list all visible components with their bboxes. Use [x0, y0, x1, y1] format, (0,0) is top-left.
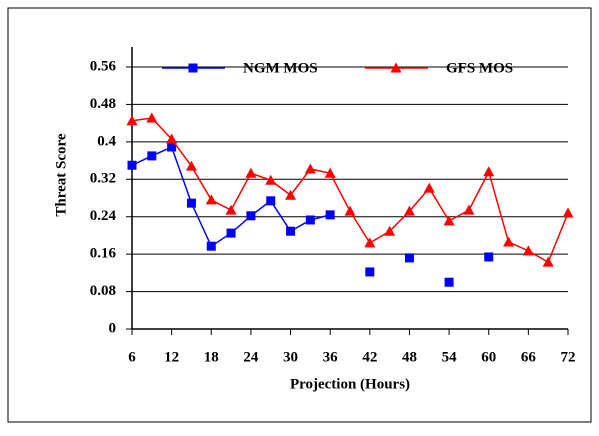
marker [503, 236, 515, 247]
marker [226, 228, 236, 238]
marker [324, 167, 336, 178]
marker [562, 207, 574, 218]
x-tick-label: 36 [323, 349, 339, 365]
marker [167, 142, 177, 152]
marker [325, 210, 335, 220]
marker [265, 174, 277, 185]
marker [166, 133, 178, 144]
legend-label: GFS MOS [446, 60, 513, 76]
legend-marker [390, 62, 402, 73]
x-tick-label: 48 [402, 349, 417, 365]
y-tick-label: 0 [109, 320, 117, 336]
marker [404, 253, 414, 263]
marker [266, 196, 276, 206]
marker [126, 115, 138, 126]
x-tick-label: 54 [442, 349, 458, 365]
x-tick-label: 72 [561, 349, 576, 365]
marker [444, 277, 454, 287]
marker [245, 167, 257, 178]
marker [225, 204, 237, 215]
x-tick-label: 66 [521, 349, 537, 365]
x-tick-label: 42 [362, 349, 377, 365]
marker [463, 204, 475, 215]
marker [403, 205, 415, 216]
marker [205, 194, 217, 205]
x-tick-label: 60 [481, 349, 496, 365]
x-tick-label: 18 [204, 349, 219, 365]
marker [304, 163, 316, 174]
x-axis-label: Projection (Hours) [290, 376, 410, 392]
marker [344, 205, 356, 216]
marker [146, 112, 158, 123]
y-axis-label: Threat Score [53, 133, 69, 217]
marker [206, 241, 216, 251]
x-tick-label: 24 [243, 349, 259, 365]
y-tick-label: 0.08 [90, 283, 116, 299]
marker [542, 256, 554, 267]
marker [484, 252, 494, 262]
x-tick-label: 12 [164, 349, 179, 365]
marker [147, 151, 157, 161]
legend-label: NGM MOS [243, 60, 318, 76]
marker [286, 226, 296, 236]
marker [365, 267, 375, 277]
marker [185, 160, 197, 171]
y-tick-label: 0.16 [90, 246, 117, 262]
marker [186, 198, 196, 208]
series-line [131, 117, 569, 264]
marker [246, 211, 256, 221]
marker [305, 215, 315, 225]
marker [483, 166, 495, 177]
marker [423, 182, 435, 193]
marker [522, 245, 534, 256]
y-tick-label: 0.56 [90, 58, 117, 74]
y-tick-label: 0.48 [90, 96, 116, 112]
y-tick-label: 0.4 [97, 133, 116, 149]
marker [127, 160, 137, 170]
x-tick-label: 30 [283, 349, 298, 365]
y-tick-label: 0.24 [90, 208, 117, 224]
marker [364, 237, 376, 248]
y-tick-label: 0.32 [90, 171, 116, 187]
marker [285, 189, 297, 200]
marker [443, 215, 455, 226]
frame [7, 7, 592, 423]
x-tick-label: 6 [128, 349, 136, 365]
marker [384, 225, 396, 236]
legend-marker [188, 63, 198, 73]
